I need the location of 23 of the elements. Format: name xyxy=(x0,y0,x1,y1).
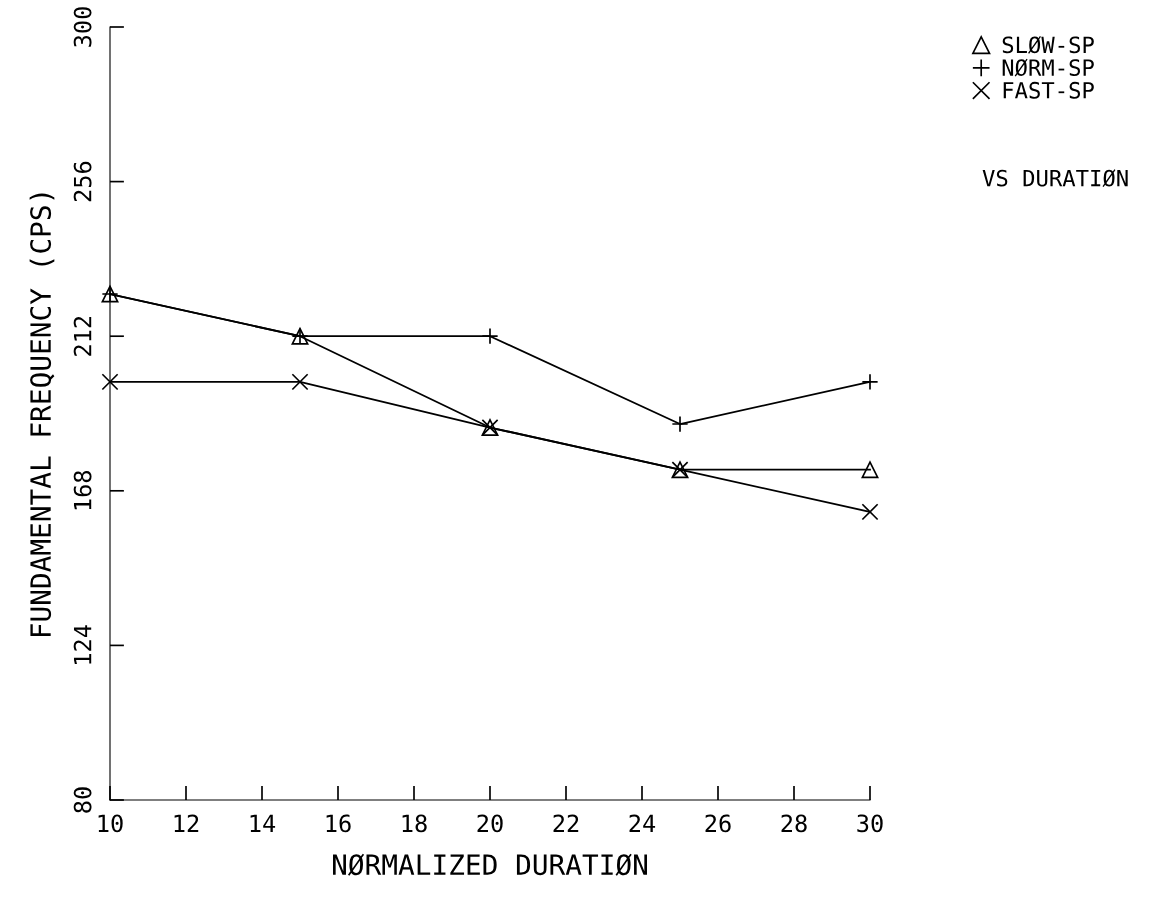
text: VS DURATIØN xyxy=(982,169,1128,187)
y-axis-title: FUNDAMENTAL FREQUENCY (CPS) xyxy=(29,193,55,637)
legend-label: SLØW-SP xyxy=(1002,35,1094,54)
x-tick-label: 18 xyxy=(402,814,427,833)
x-tick-label: 26 xyxy=(705,814,731,833)
y-tick-label: 300 xyxy=(73,7,92,47)
x-tick-label: 16 xyxy=(326,814,351,833)
y-tick-label: 256 xyxy=(73,161,92,202)
x-tick-label: 24 xyxy=(629,814,656,832)
legend-label: FAST-SP xyxy=(1003,81,1094,99)
x-tick-label: 20 xyxy=(477,814,503,833)
x-tick-label: 14 xyxy=(250,814,276,832)
x-tick-label: 30 xyxy=(857,814,883,833)
y-tick-label: 124 xyxy=(73,625,92,664)
y-tick-label: 212 xyxy=(73,316,92,356)
x-tick-label: 28 xyxy=(781,814,807,833)
x-axis-title: NØRMALIZED DURATIØN xyxy=(333,853,647,876)
x-tick-label: 10 xyxy=(98,814,123,833)
x-tick-label: 12 xyxy=(174,814,199,832)
y-tick-label: 80 xyxy=(73,787,92,813)
y-tick-label: 168 xyxy=(73,470,92,510)
legend-label: NØRM-SP xyxy=(1002,58,1094,77)
x-tick-label: 22 xyxy=(553,814,579,832)
